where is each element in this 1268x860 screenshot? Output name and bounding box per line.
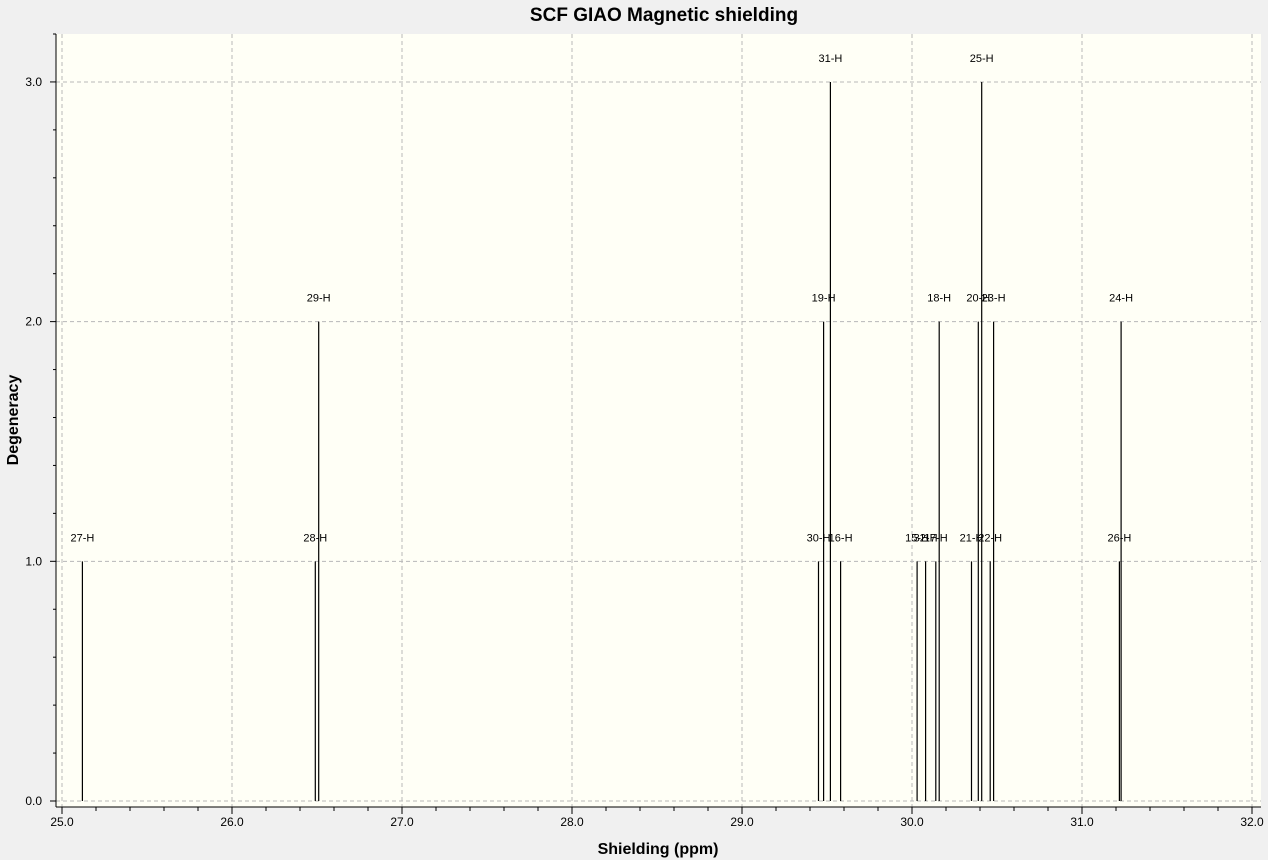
x-tick-label: 32.0 [1240, 815, 1264, 829]
peak-label: 16-H [829, 532, 853, 544]
x-tick-label: 30.0 [900, 815, 924, 829]
y-tick-label: 3.0 [25, 75, 42, 89]
plot-area [56, 34, 1261, 807]
grid-lines [56, 34, 1261, 807]
peak-label: 18-H [927, 293, 951, 305]
x-tick-label: 31.0 [1070, 815, 1094, 829]
peak-labels: 27-H 28-H 29-H 30-H 19-H 31-H 16-H 15-H32-H17-H… [70, 53, 1133, 544]
axes [55, 34, 1261, 808]
peak-label: 25-H [970, 53, 994, 65]
y-tick-label: 0.0 [25, 794, 42, 808]
x-tick-label: 25.0 [50, 815, 74, 829]
peak-label: 24-H [1109, 293, 1133, 305]
x-tick-label: 26.0 [220, 815, 244, 829]
peak-label: 20-H [966, 293, 990, 305]
peak-label: 21-H [960, 532, 984, 544]
peak-label: 32-H [914, 532, 938, 544]
y-axis-label: Degeneracy [5, 375, 22, 466]
y-tick-label: 2.0 [25, 315, 42, 329]
peak-label: 22-H [978, 532, 1002, 544]
x-axis-label: Shielding (ppm) [598, 841, 719, 858]
x-axis-ticks: 25.0 26.0 27.0 28.0 29.0 30.0 31.0 32.0 [50, 807, 1264, 829]
peak-sticks [81, 81, 1122, 801]
y-tick-label: 1.0 [25, 554, 42, 568]
peak-label: 19-H [812, 293, 836, 305]
peak-label: 26-H [1107, 532, 1131, 544]
peak-label: 15-H [905, 532, 929, 544]
x-tick-label: 27.0 [390, 815, 414, 829]
x-tick-label: 28.0 [560, 815, 584, 829]
peak-label: 31-H [818, 53, 842, 65]
peak-label: 29-H [307, 293, 331, 305]
peak-label: 30-H [807, 532, 831, 544]
peak-label: 23-H [982, 293, 1006, 305]
y-axis-ticks: 0.0 1.0 2.0 3.0 [25, 33, 56, 808]
x-tick-label: 29.0 [730, 815, 754, 829]
peak-label: 28-H [303, 532, 327, 544]
peak-label: 27-H [70, 532, 94, 544]
peak-label: 17-H [924, 532, 948, 544]
chart-title: SCF GIAO Magnetic shielding [530, 5, 798, 26]
